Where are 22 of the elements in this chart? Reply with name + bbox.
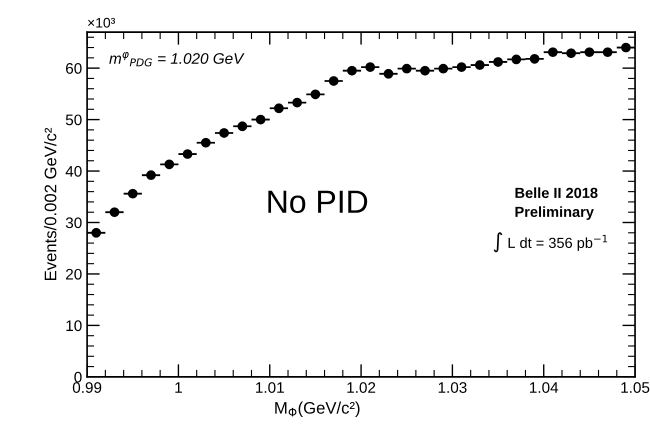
annotation: Belle II 2018 — [515, 187, 598, 198]
x-tick-label: 1.03 — [438, 382, 467, 393]
y-tick-label: 40 — [66, 166, 82, 177]
x-tick-label: 1.01 — [256, 382, 284, 393]
x-axis-title: M$_{Φ}$(GeV/c²) — [275, 402, 360, 418]
annotation: ∫ L dt = 356 pb$^{−1}$ — [494, 232, 608, 252]
text: ×10³ — [88, 18, 116, 28]
y-tick-label: 20 — [66, 268, 82, 280]
annotation: m$^{φ}$$_{PDG}$ = 1.020 GeV — [109, 52, 245, 66]
y-tick-label: 10 — [66, 320, 82, 332]
annotation: No PID — [268, 190, 368, 214]
y-tick-label: 30 — [66, 217, 82, 228]
y-tick-label: 0 — [74, 372, 82, 383]
y-tick-label: 60 — [66, 63, 82, 74]
x-tick-label: 1.05 — [621, 382, 650, 393]
x-tick-label: 1.02 — [347, 382, 376, 393]
y-axis-title: Events/0.002 GeV/c² — [44, 128, 56, 280]
y-tick-label: 50 — [66, 114, 82, 126]
x-tick-label: 1 — [175, 382, 182, 393]
x-tick-label: 0.99 — [72, 382, 102, 393]
x-tick-label: 1.04 — [530, 382, 558, 393]
annotation: Preliminary — [515, 206, 594, 220]
